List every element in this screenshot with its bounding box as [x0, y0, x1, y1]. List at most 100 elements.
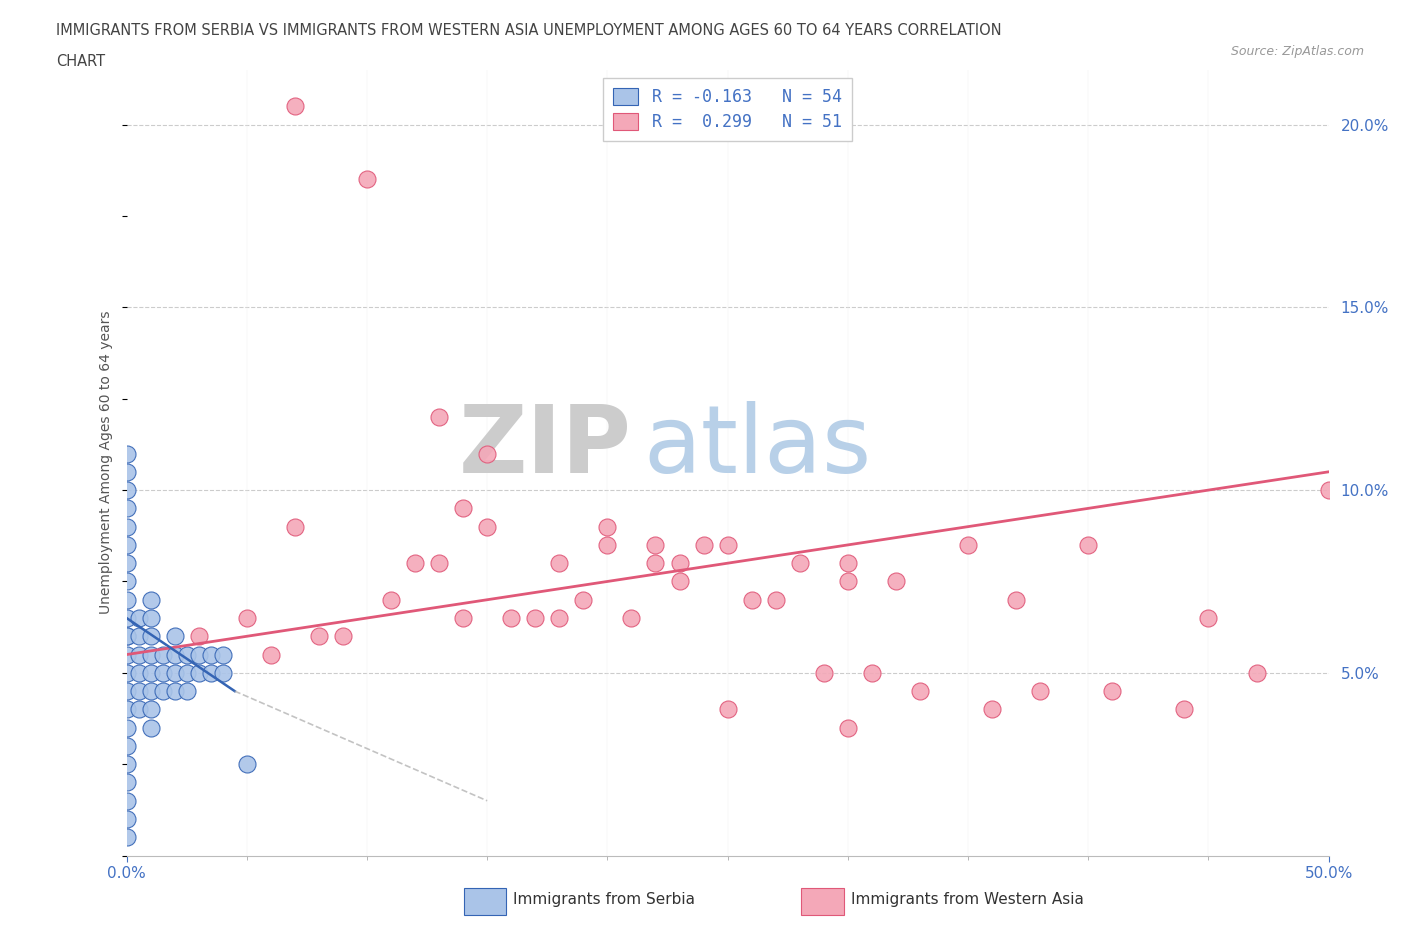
Point: [152, 684, 174, 698]
Point: [115, 629, 138, 644]
Point: [981, 702, 1004, 717]
Point: [284, 99, 307, 113]
Point: [139, 629, 162, 644]
Text: CHART: CHART: [56, 54, 105, 69]
Point: [211, 647, 233, 662]
Point: [1029, 684, 1052, 698]
Point: [115, 757, 138, 772]
Point: [128, 702, 150, 717]
Point: [332, 629, 354, 644]
Point: [128, 611, 150, 626]
Point: [668, 556, 690, 571]
Point: [115, 720, 138, 735]
Point: [115, 574, 138, 589]
Point: [837, 574, 859, 589]
Point: [139, 702, 162, 717]
Point: [128, 647, 150, 662]
Point: [176, 684, 198, 698]
Point: [139, 592, 162, 607]
Point: [596, 538, 619, 552]
Point: [115, 483, 138, 498]
Point: [908, 684, 931, 698]
Point: [152, 647, 174, 662]
Point: [789, 556, 811, 571]
Point: [187, 629, 209, 644]
Point: [1101, 684, 1123, 698]
Point: [572, 592, 595, 607]
Point: [620, 611, 643, 626]
Point: [308, 629, 330, 644]
Point: [115, 538, 138, 552]
Point: [115, 519, 138, 534]
Point: [187, 665, 209, 680]
Point: [668, 574, 690, 589]
Point: [548, 611, 571, 626]
Point: [501, 611, 523, 626]
Point: [260, 647, 283, 662]
Point: [163, 647, 186, 662]
Point: [211, 665, 233, 680]
Point: [115, 684, 138, 698]
FancyBboxPatch shape: [801, 887, 844, 915]
Point: [128, 684, 150, 698]
Text: Immigrants from Serbia: Immigrants from Serbia: [513, 892, 695, 908]
Point: [765, 592, 787, 607]
Point: [1077, 538, 1099, 552]
Point: [1005, 592, 1028, 607]
Point: [837, 556, 859, 571]
Point: [115, 702, 138, 717]
Point: [115, 611, 138, 626]
Point: [475, 446, 498, 461]
Point: [139, 647, 162, 662]
Text: Immigrants from Western Asia: Immigrants from Western Asia: [851, 892, 1084, 908]
Point: [596, 519, 619, 534]
Point: [115, 501, 138, 516]
Point: [956, 538, 979, 552]
Point: [115, 556, 138, 571]
Point: [716, 538, 740, 552]
Point: [884, 574, 907, 589]
Point: [716, 702, 740, 717]
Point: [128, 665, 150, 680]
Point: [115, 830, 138, 844]
Point: [235, 611, 259, 626]
Legend: R = -0.163   N = 54, R =  0.299   N = 51: R = -0.163 N = 54, R = 0.299 N = 51: [603, 78, 852, 141]
Text: Source: ZipAtlas.com: Source: ZipAtlas.com: [1230, 45, 1364, 58]
Point: [139, 665, 162, 680]
Point: [139, 684, 162, 698]
Point: [176, 665, 198, 680]
Point: [200, 647, 222, 662]
Point: [524, 611, 547, 626]
Point: [404, 556, 426, 571]
Point: [644, 538, 666, 552]
Text: IMMIGRANTS FROM SERBIA VS IMMIGRANTS FROM WESTERN ASIA UNEMPLOYMENT AMONG AGES 6: IMMIGRANTS FROM SERBIA VS IMMIGRANTS FRO…: [56, 23, 1002, 38]
Point: [427, 409, 450, 424]
Point: [115, 793, 138, 808]
Point: [644, 556, 666, 571]
Point: [451, 611, 474, 626]
Point: [115, 647, 138, 662]
Point: [187, 647, 209, 662]
Point: [837, 720, 859, 735]
Point: [115, 446, 138, 461]
Point: [741, 592, 763, 607]
Point: [548, 556, 571, 571]
Point: [380, 592, 402, 607]
Point: [176, 647, 198, 662]
Point: [813, 665, 835, 680]
Point: [235, 757, 259, 772]
Point: [475, 519, 498, 534]
Point: [284, 519, 307, 534]
Text: atlas: atlas: [644, 401, 872, 493]
Y-axis label: Unemployment Among Ages 60 to 64 years: Unemployment Among Ages 60 to 64 years: [100, 311, 114, 615]
Point: [115, 738, 138, 753]
Text: ZIP: ZIP: [458, 401, 631, 493]
Point: [163, 684, 186, 698]
Point: [692, 538, 714, 552]
Point: [1173, 702, 1195, 717]
Point: [115, 665, 138, 680]
Point: [115, 775, 138, 790]
Point: [1197, 611, 1219, 626]
Point: [115, 592, 138, 607]
Point: [115, 812, 138, 827]
